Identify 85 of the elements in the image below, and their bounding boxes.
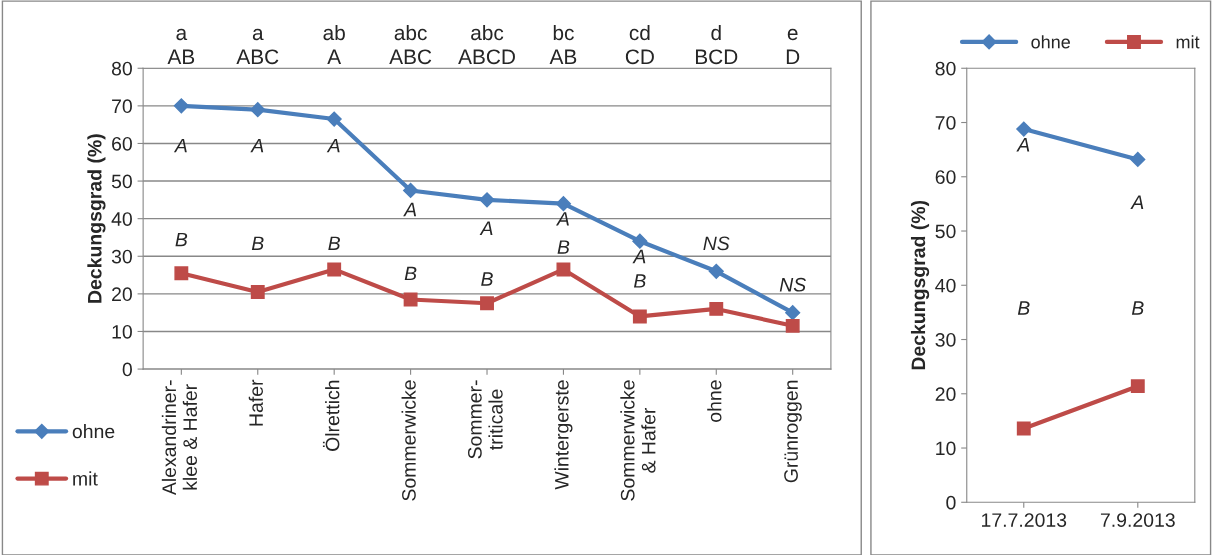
point [403, 182, 419, 199]
point [327, 262, 342, 277]
y-tick-label: 40 [935, 278, 956, 293]
text: abc ABCD [458, 24, 515, 65]
annotation: B [557, 240, 570, 254]
text: e D [786, 28, 800, 64]
x-tick-label: Sommerwicke [401, 380, 416, 501]
annotation: B [328, 236, 340, 251]
annotation: B [404, 266, 417, 281]
point [632, 233, 648, 249]
annotation: B [1017, 301, 1030, 315]
annotation: A [1016, 138, 1030, 152]
text: bc AB [549, 24, 577, 64]
point [632, 309, 647, 324]
annotation: A [479, 221, 493, 235]
legend-label: mit [1176, 35, 1200, 49]
point [326, 111, 342, 127]
point [556, 262, 571, 277]
x-tick-label: Grünroggen [784, 380, 802, 483]
x-tick-label: Hafer [248, 379, 263, 426]
point [1130, 151, 1146, 167]
y-tick-label: 80 [111, 61, 132, 76]
point [480, 296, 494, 311]
y-tick-label: 10 [112, 324, 132, 339]
y-tick-label: 70 [112, 99, 132, 114]
annotation: NS [779, 277, 806, 292]
point [1016, 121, 1032, 137]
point [785, 305, 801, 321]
y-tick-label: 50 [935, 224, 956, 239]
x-tick-label: Ölrettich [322, 380, 340, 451]
annotation: A [555, 212, 569, 226]
text: a ABC [236, 28, 279, 65]
y-tick-label: 50 [111, 174, 132, 189]
annotation: A [250, 138, 264, 153]
text: a AB [167, 28, 195, 64]
point [555, 196, 572, 212]
legend-label: mit [73, 471, 98, 486]
x-tick-label: ohne [707, 380, 722, 422]
y-axis-title: Deckungsgrad (%) [910, 200, 930, 370]
x-tick-label: Alexandriner- klee & Hafer [161, 380, 198, 496]
text: abc ABC [389, 24, 432, 65]
annotation: NS [703, 236, 730, 251]
y-axis-title: Deckungsgrad (%) [87, 134, 106, 303]
point [785, 318, 800, 333]
point [708, 263, 724, 279]
x-tick-label: Wintergerste [554, 380, 573, 490]
point [173, 98, 189, 114]
point [1130, 379, 1145, 394]
y-tick-label: 10 [936, 441, 956, 456]
annotation: B [175, 232, 188, 247]
x-tick-label: Sommer- triticale [468, 380, 503, 459]
point [709, 301, 724, 316]
y-tick-label: 0 [946, 495, 956, 510]
text: ab A [323, 24, 345, 64]
y-tick-label: 0 [122, 362, 132, 377]
text: d BCD [695, 24, 738, 65]
y-tick-label: 60 [112, 136, 132, 151]
y-tick-label: 30 [935, 332, 956, 347]
annotation: A [1130, 195, 1144, 209]
y-tick-label: 40 [111, 212, 132, 226]
text: cd CD [625, 24, 654, 65]
point [174, 266, 189, 281]
annotation: B [1131, 301, 1144, 315]
x-tick-label: 7.9.2013 [1100, 513, 1175, 527]
annotation: B [251, 236, 264, 251]
point [250, 285, 265, 299]
y-tick-label: 20 [112, 287, 132, 302]
annotation: A [173, 138, 187, 153]
x-tick-label: Sommerwicke & Hafer [620, 380, 656, 501]
annotation: A [326, 138, 340, 153]
annotation: A [403, 202, 417, 217]
legend-label: ohne [1031, 35, 1070, 49]
annotation: B [481, 272, 493, 286]
point [250, 102, 266, 118]
annotation: B [633, 274, 646, 288]
x-tick-label: 17.7.2013 [982, 513, 1067, 527]
y-tick-label: 20 [935, 387, 956, 402]
point [403, 292, 418, 307]
y-tick-label: 80 [935, 61, 956, 76]
point [1016, 421, 1031, 436]
y-tick-label: 30 [111, 249, 132, 264]
y-tick-label: 60 [935, 170, 956, 184]
y-tick-label: 70 [935, 115, 956, 130]
point [479, 192, 495, 208]
annotation: A [632, 249, 646, 264]
